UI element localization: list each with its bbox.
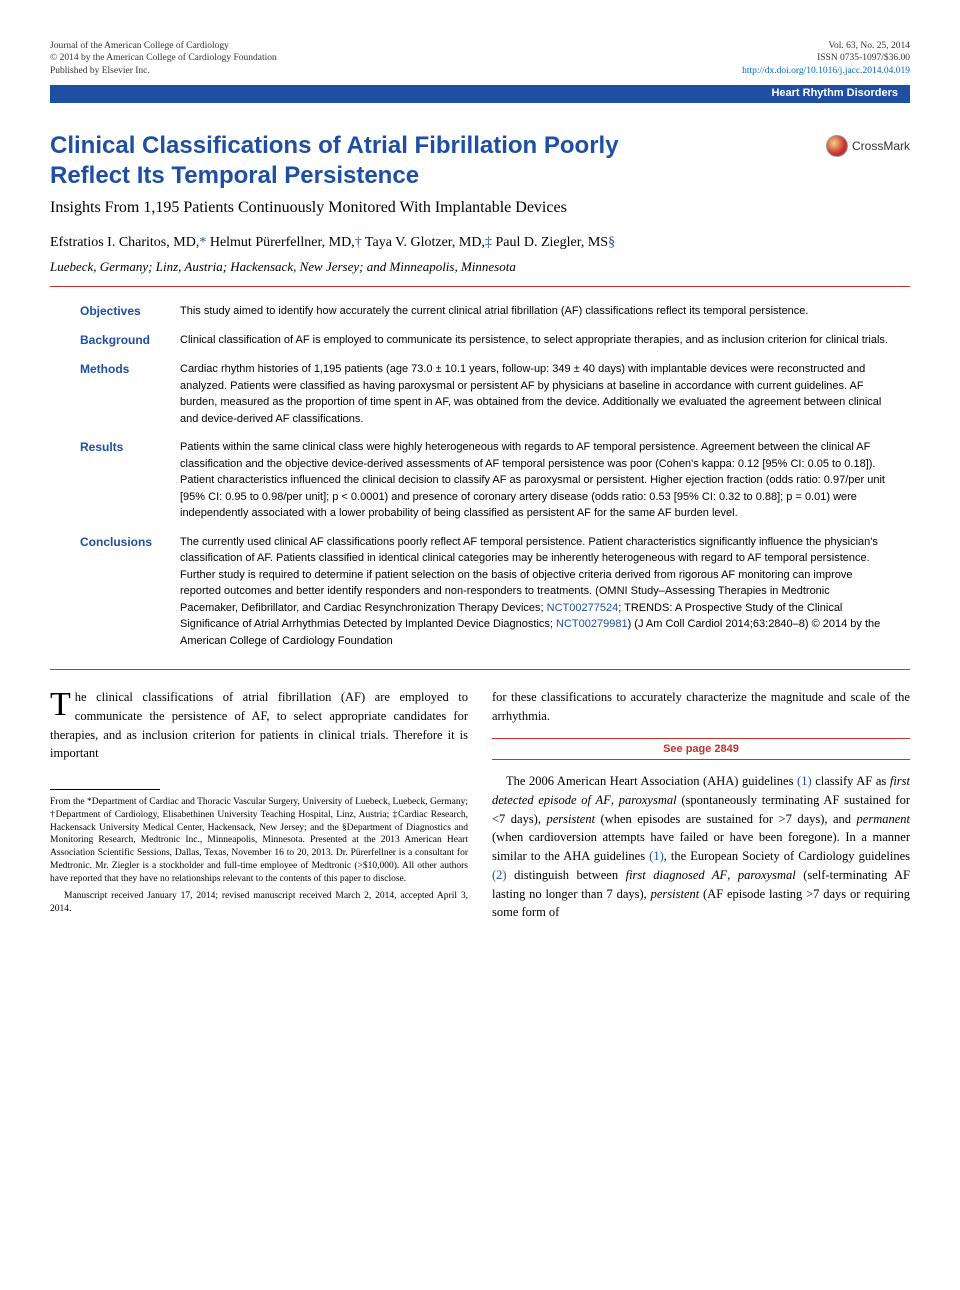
trial-id-link[interactable]: NCT00279981	[556, 618, 628, 630]
author-symbol: ‡	[485, 235, 492, 250]
trial-id-link[interactable]: NCT00277524	[547, 602, 619, 614]
article-title: Clinical Classifications of Atrial Fibri…	[50, 131, 670, 191]
author-symbol: §	[608, 235, 615, 250]
reference-link[interactable]: (1)	[649, 849, 664, 863]
affiliation-footnote: From the *Department of Cardiac and Thor…	[50, 796, 468, 886]
body-columns: The clinical classifications of atrial f…	[50, 688, 910, 922]
doi-link[interactable]: http://dx.doi.org/10.1016/j.jacc.2014.04…	[742, 66, 910, 76]
abstract-row: ObjectivesThis study aimed to identify h…	[80, 303, 890, 320]
italic-term: persistent	[546, 812, 595, 826]
reference-link[interactable]: (1)	[797, 774, 812, 788]
italic-term: permanent	[857, 812, 910, 826]
issn-line: ISSN 0735-1097/$36.00	[742, 52, 910, 64]
italic-term: paroxysmal	[619, 793, 677, 807]
dropcap: T	[50, 688, 75, 721]
abstract-row: ResultsPatients within the same clinical…	[80, 439, 890, 522]
abstract-row: MethodsCardiac rhythm histories of 1,195…	[80, 361, 890, 427]
italic-term: first diagnosed AF	[626, 868, 728, 882]
journal-name: Journal of the American College of Cardi…	[50, 40, 277, 52]
issue-info: Vol. 63, No. 25, 2014 ISSN 0735-1097/$36…	[742, 40, 910, 77]
abstract-row: BackgroundClinical classification of AF …	[80, 332, 890, 349]
body-paragraph: for these classifications to accurately …	[492, 688, 910, 726]
italic-term: first detected episode of AF	[492, 774, 910, 807]
abstract-text-methods: Cardiac rhythm histories of 1,195 patien…	[180, 361, 890, 427]
section-bar: Heart Rhythm Disorders	[50, 85, 910, 103]
abstract-text-background: Clinical classification of AF is employe…	[180, 332, 890, 349]
structured-abstract: ObjectivesThis study aimed to identify h…	[80, 303, 890, 649]
abstract-text-conclusions: The currently used clinical AF classific…	[180, 534, 890, 650]
see-page-callout[interactable]: See page 2849	[492, 738, 910, 761]
abstract-label-results: Results	[80, 439, 180, 522]
affiliations-line: Luebeck, Germany; Linz, Austria; Hackens…	[50, 258, 910, 276]
italic-term: paroxysmal	[738, 868, 796, 882]
right-column: for these classifications to accurately …	[492, 688, 910, 922]
left-column: The clinical classifications of atrial f…	[50, 688, 468, 922]
abstract-row: ConclusionsThe currently used clinical A…	[80, 534, 890, 650]
journal-info: Journal of the American College of Cardi…	[50, 40, 277, 77]
crossmark-icon	[826, 135, 848, 157]
abstract-label-background: Background	[80, 332, 180, 349]
abstract-divider	[50, 669, 910, 670]
abstract-label-objectives: Objectives	[80, 303, 180, 320]
abstract-label-conclusions: Conclusions	[80, 534, 180, 650]
publisher-line: Published by Elsevier Inc.	[50, 65, 277, 77]
crossmark-badge[interactable]: CrossMark	[826, 135, 910, 157]
title-divider	[50, 286, 910, 287]
author-symbol: †	[355, 235, 362, 250]
abstract-label-methods: Methods	[80, 361, 180, 427]
author-symbol: *	[199, 235, 206, 250]
authors-line: Efstratios I. Charitos, MD,* Helmut Püre…	[50, 233, 910, 253]
page-header: Journal of the American College of Cardi…	[50, 40, 910, 77]
abstract-text-results: Patients within the same clinical class …	[180, 439, 890, 522]
copyright-line: © 2014 by the American College of Cardio…	[50, 52, 277, 64]
title-block: CrossMark Clinical Classifications of At…	[50, 131, 910, 276]
article-subtitle: Insights From 1,195 Patients Continuousl…	[50, 197, 670, 219]
reference-link[interactable]: (2)	[492, 868, 507, 882]
body-text: he clinical classifications of atrial fi…	[50, 690, 468, 760]
volume-line: Vol. 63, No. 25, 2014	[742, 40, 910, 52]
abstract-text-objectives: This study aimed to identify how accurat…	[180, 303, 890, 320]
footnote-divider	[50, 789, 160, 790]
italic-term: persistent	[651, 887, 700, 901]
section-label: Heart Rhythm Disorders	[767, 86, 902, 101]
crossmark-label: CrossMark	[852, 138, 910, 155]
body-paragraph: The 2006 American Heart Association (AHA…	[492, 772, 910, 922]
body-paragraph: The clinical classifications of atrial f…	[50, 688, 468, 763]
manuscript-dates: Manuscript received January 17, 2014; re…	[50, 890, 468, 916]
